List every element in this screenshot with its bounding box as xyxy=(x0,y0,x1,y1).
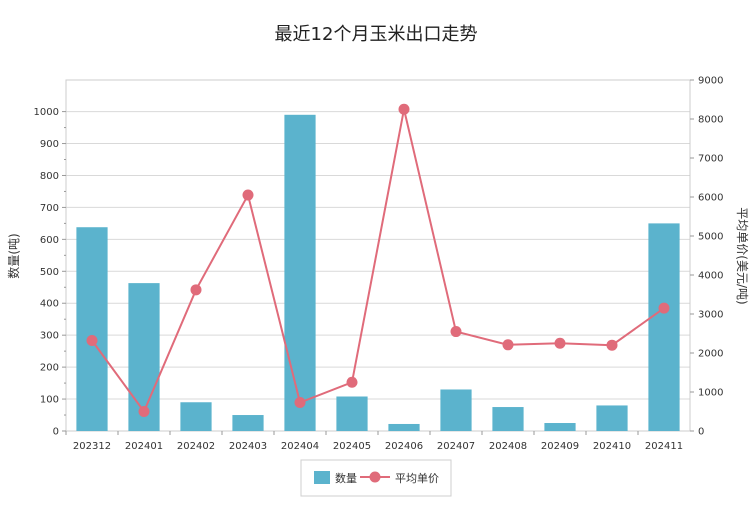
right-tick-label: 2000 xyxy=(698,349,723,360)
x-tick-label: 202410 xyxy=(593,441,631,452)
price-point-202407 xyxy=(450,326,462,338)
bar-202403 xyxy=(232,415,264,431)
left-axis: 0 100 200 300 400 500 600 700 800 900 1000 xyxy=(34,107,66,438)
right-tick-label: 6000 xyxy=(698,193,723,204)
left-tick-label: 400 xyxy=(40,299,59,310)
line-layer xyxy=(86,103,670,417)
price-point-202408 xyxy=(502,339,514,351)
plot-frame xyxy=(65,79,691,432)
bar-202312 xyxy=(76,227,108,431)
x-tick-label: 202403 xyxy=(229,441,267,452)
right-tick-label: 7000 xyxy=(698,154,723,165)
price-point-202405 xyxy=(346,376,358,388)
left-tick-label: 500 xyxy=(40,267,59,278)
left-tick-label: 200 xyxy=(40,363,59,374)
price-point-202401 xyxy=(138,406,150,417)
bars-layer xyxy=(76,114,680,431)
left-tick-label: 300 xyxy=(40,331,59,342)
grid-layer xyxy=(66,111,690,432)
chart-title: 最近12个月玉米出口走势 xyxy=(275,24,478,45)
price-point-202411 xyxy=(658,302,670,314)
left-tick-label: 700 xyxy=(40,203,59,214)
right-tick-label: 5000 xyxy=(698,232,723,243)
right-tick-label: 8000 xyxy=(698,115,723,126)
legend: 数量 平均单价 xyxy=(300,459,452,497)
price-point-202409 xyxy=(554,337,566,349)
bar-202410 xyxy=(596,405,628,431)
left-tick-label: 100 xyxy=(40,395,59,406)
right-tick-label: 4000 xyxy=(698,271,723,282)
x-tick-label: 202402 xyxy=(177,441,215,452)
right-axis: 0 1000 2000 3000 4000 5000 6000 7000 8000 9000 xyxy=(690,76,723,438)
x-tick-label: 202312 xyxy=(73,441,111,452)
bar-202404 xyxy=(284,114,316,431)
price-point-202402 xyxy=(190,284,202,296)
right-tick-label: 9000 xyxy=(698,76,723,87)
legend-series-quantity: 数量 xyxy=(335,472,357,485)
left-tick-label: 600 xyxy=(40,235,59,246)
price-point-202406 xyxy=(398,103,410,115)
price-point-202403 xyxy=(242,189,254,201)
x-axis: 202312 202401 202402 202403 202404 202405 2024… xyxy=(65,431,683,452)
price-point-202312 xyxy=(86,335,98,347)
bar-202408 xyxy=(492,407,524,431)
x-tick-label: 202405 xyxy=(333,441,371,452)
price-point-202410 xyxy=(606,339,618,351)
right-tick-label: 1000 xyxy=(698,388,723,399)
price-line xyxy=(91,109,665,414)
legend-series-price: 平均单价 xyxy=(395,472,439,485)
bar-202402 xyxy=(180,402,212,431)
y-axis-right-label: 平均单价(美元/吨) xyxy=(735,207,749,304)
legend-line-marker xyxy=(369,471,381,483)
bar-202407 xyxy=(440,389,472,431)
x-tick-label: 202409 xyxy=(541,441,579,452)
bar-202405 xyxy=(336,396,368,431)
y-axis-left-label: 数量(吨) xyxy=(6,233,21,278)
price-point-202404 xyxy=(294,397,306,409)
left-tick-label: 1000 xyxy=(34,107,59,118)
x-tick-label: 202406 xyxy=(385,441,423,452)
legend-bar-swatch xyxy=(314,471,330,484)
bar-202411 xyxy=(648,223,680,431)
x-tick-label: 202408 xyxy=(489,441,527,452)
right-tick-label: 3000 xyxy=(698,310,723,321)
x-tick-label: 202411 xyxy=(645,441,683,452)
bar-202409 xyxy=(544,423,576,431)
x-tick-label: 202401 xyxy=(125,441,163,452)
left-tick-label: 0 xyxy=(53,427,59,438)
x-tick-label: 202407 xyxy=(437,441,475,452)
left-tick-label: 800 xyxy=(40,171,59,182)
x-tick-label: 202404 xyxy=(281,441,319,452)
right-tick-label: 0 xyxy=(698,427,704,438)
bar-202406 xyxy=(388,423,420,431)
left-tick-label: 900 xyxy=(40,139,59,150)
